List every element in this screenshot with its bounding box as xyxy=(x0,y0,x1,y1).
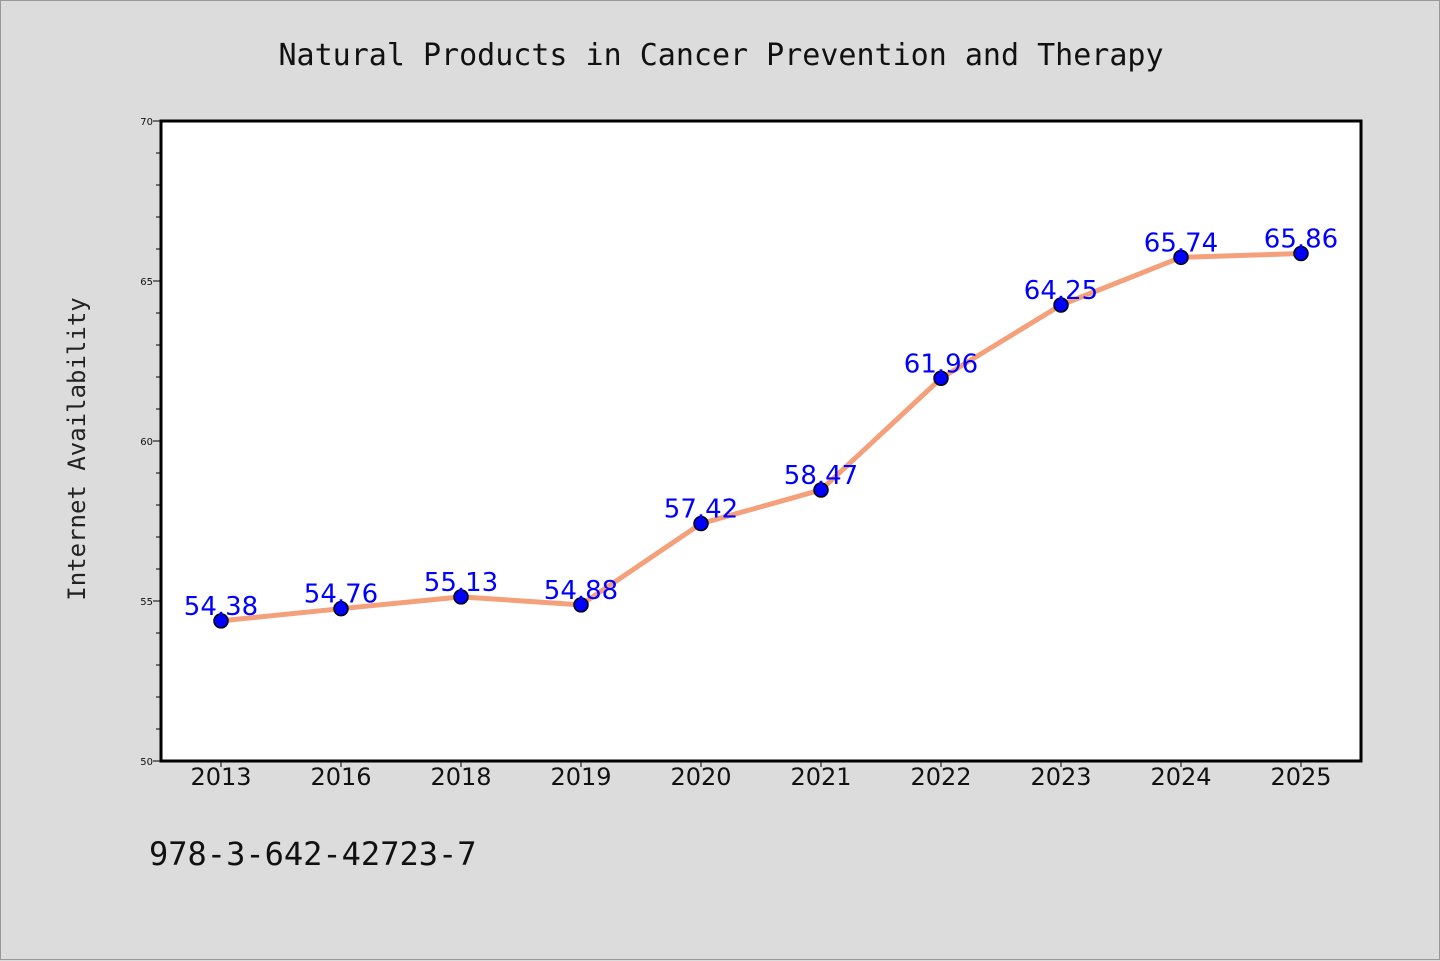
data-point xyxy=(213,613,229,629)
y-axis-label: Internet Availability xyxy=(63,297,91,600)
y-axis: 50 55 60 65 70 xyxy=(140,117,161,768)
data-label: 65.74 xyxy=(1144,228,1218,258)
plot-frame xyxy=(159,119,1363,763)
y-tick-label: 65 xyxy=(140,277,153,288)
y-tick-label: 60 xyxy=(140,437,153,448)
y-tick-label: 70 xyxy=(140,117,153,128)
data-point xyxy=(1293,245,1309,262)
data-label: 54.88 xyxy=(544,576,618,606)
x-tick-label: 2023 xyxy=(1030,763,1091,791)
x-tick-label: 2016 xyxy=(310,763,371,791)
data-label: 61.96 xyxy=(904,349,978,379)
data-label: 54.38 xyxy=(184,592,258,622)
data-point xyxy=(573,597,589,613)
data-label: 57.42 xyxy=(664,495,738,525)
data-point xyxy=(693,515,709,532)
data-point xyxy=(453,589,469,605)
data-point xyxy=(333,600,349,617)
series-group: 54.38 54.76 55.13 54.88 57.42 58.47 61.96 64.25… xyxy=(184,224,1338,629)
y-tick-label: 55 xyxy=(140,597,153,608)
x-axis: 2013 2016 2018 2019 2020 2021 2022 2023 2024 2025 xyxy=(190,761,1332,791)
isbn-text: 978-3-642-42723-7 xyxy=(149,835,477,873)
y-tick-label: 50 xyxy=(140,757,153,768)
plot-area xyxy=(161,121,1361,761)
data-point xyxy=(813,482,829,498)
x-tick-label: 2020 xyxy=(670,763,731,791)
data-label: 64.25 xyxy=(1024,276,1098,306)
data-point xyxy=(1173,249,1189,266)
x-tick-label: 2019 xyxy=(550,763,611,791)
x-tick-label: 2025 xyxy=(1270,763,1331,791)
chart-title: Natural Products in Cancer Prevention an… xyxy=(278,38,1163,73)
x-tick-label: 2013 xyxy=(190,763,251,791)
x-tick-label: 2022 xyxy=(910,763,971,791)
data-label: 58.47 xyxy=(784,461,858,491)
data-label: 55.13 xyxy=(424,568,498,598)
series-line xyxy=(218,250,1304,624)
data-label: 65.86 xyxy=(1264,224,1338,254)
data-point xyxy=(1053,297,1069,313)
data-label: 54.76 xyxy=(304,580,378,610)
x-tick-label: 2024 xyxy=(1150,763,1211,791)
x-tick-label: 2018 xyxy=(430,763,491,791)
data-point xyxy=(933,370,949,387)
x-tick-label: 2021 xyxy=(790,763,851,791)
